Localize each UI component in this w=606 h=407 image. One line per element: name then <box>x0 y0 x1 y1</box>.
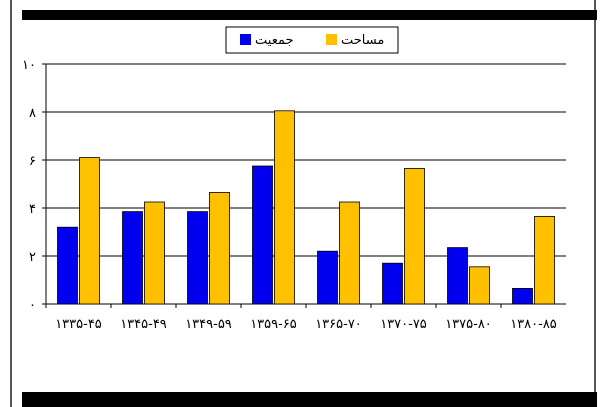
y-tick-label-1: ۲ <box>29 250 36 265</box>
bar-area-6 <box>470 267 490 304</box>
x-tick-label-2: ۱۳۴۹-۵۹ <box>185 317 232 332</box>
x-tick-label-0: ۱۳۳۵-۴۵ <box>55 317 102 332</box>
bar-population-3 <box>253 166 273 304</box>
bar-population-7 <box>513 288 533 304</box>
x-tick-label-4: ۱۳۶۵-۷۰ <box>315 317 362 332</box>
bar-area-0 <box>80 158 100 304</box>
bars <box>58 111 555 304</box>
bar-population-6 <box>448 248 468 304</box>
bar-population-5 <box>383 263 403 304</box>
legend-swatch-area <box>326 34 337 45</box>
bar-population-0 <box>58 227 78 304</box>
y-tick-label-0: ۰ <box>29 298 36 313</box>
bar-area-5 <box>405 168 425 304</box>
x-tick-label-3: ۱۳۵۹-۶۵ <box>250 317 297 332</box>
bar-area-4 <box>340 202 360 304</box>
x-tick-label-5: ۱۳۷۰-۷۵ <box>380 317 427 332</box>
legend: جمعیت مساحت <box>226 27 398 53</box>
x-tick-label-7: ۱۳۸۰-۸۵ <box>510 317 557 332</box>
y-tick-label-3: ۶ <box>29 154 36 169</box>
y-tick-labels: ۰ ۲ ۴ ۶ ۸ ۱۰ <box>22 58 36 313</box>
y-tick-label-4: ۸ <box>29 106 36 121</box>
bar-population-4 <box>318 251 338 304</box>
bar-area-1 <box>145 202 165 304</box>
legend-label-area: مساحت <box>341 33 384 48</box>
y-tick-label-2: ۴ <box>29 202 36 217</box>
bar-area-3 <box>275 111 295 304</box>
y-tick-label-5: ۱۰ <box>22 58 36 73</box>
bar-population-1 <box>123 212 143 304</box>
bar-area-7 <box>535 216 555 304</box>
bar-population-2 <box>188 212 208 304</box>
legend-label-population: جمعیت <box>255 33 294 48</box>
x-tick-label-1: ۱۳۴۵-۴۹ <box>120 317 167 332</box>
x-tick-label-6: ۱۳۷۵-۸۰ <box>445 317 492 332</box>
bar-area-2 <box>210 192 230 304</box>
legend-swatch-population <box>240 34 251 45</box>
x-tick-labels: ۱۳۳۵-۴۵ ۱۳۴۵-۴۹ ۱۳۴۹-۵۹ ۱۳۵۹-۶۵ ۱۳۶۵-۷۰ ۱۳۷۰-… <box>55 317 557 332</box>
